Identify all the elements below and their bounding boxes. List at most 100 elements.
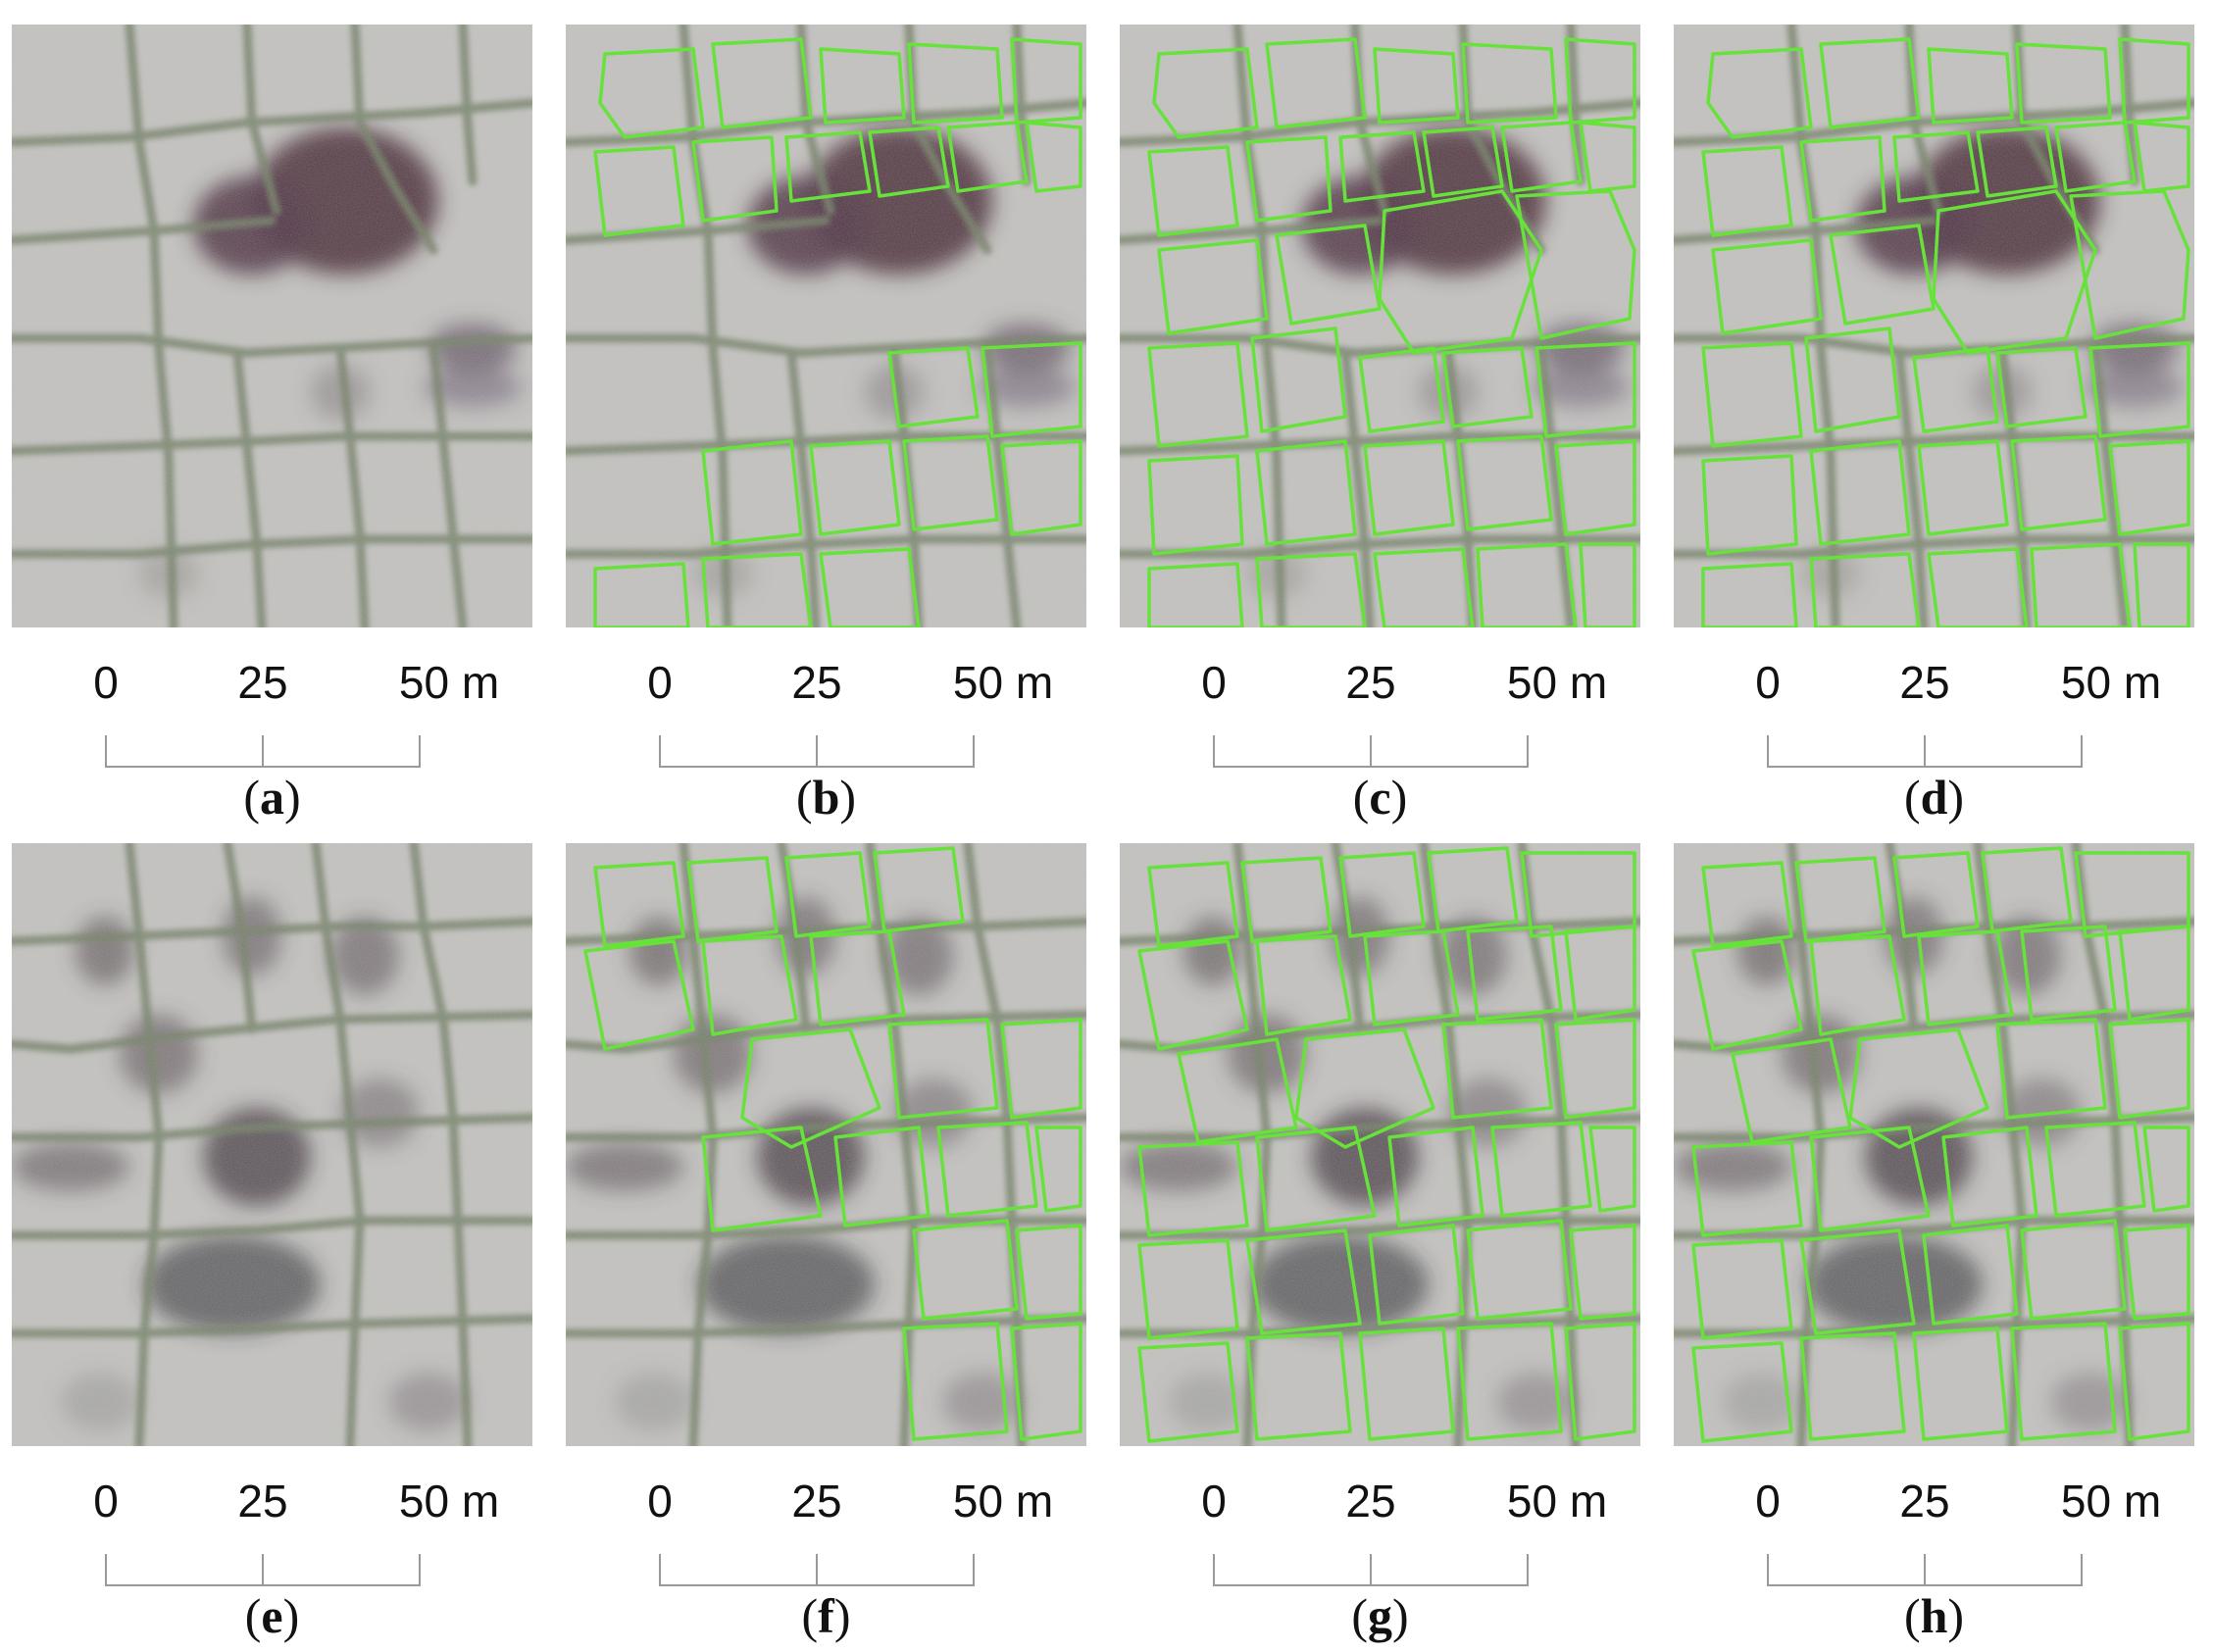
- photo-frame: [12, 25, 532, 627]
- detected-polygon-outline: [1917, 439, 2009, 536]
- detected-polygon-outline: [1691, 1341, 1793, 1443]
- detected-polygon-outline: [1701, 145, 1793, 237]
- detected-polygon-outline: [1794, 856, 1886, 943]
- caption-letter: d: [1920, 770, 1948, 825]
- detected-polygon-outline: [1010, 1322, 1082, 1441]
- scale-tick-label: 0: [1755, 657, 1781, 708]
- detected-polygon-outline: [1892, 851, 1980, 938]
- detected-polygon-outline: [1275, 224, 1382, 325]
- detected-polygon-outline: [1799, 1331, 1906, 1441]
- detected-polygon-outline: [2133, 542, 2190, 627]
- polygon-outlines: [1147, 37, 1636, 627]
- detected-polygon-outline: [1338, 130, 1426, 203]
- panel-g: 0 25 50 m (g): [1120, 843, 1640, 1643]
- detected-polygon-outline: [1441, 346, 1534, 428]
- detected-polygon-outline: [1490, 1121, 1592, 1218]
- detected-polygon-outline: [868, 125, 950, 198]
- scale-bar-line: [105, 735, 421, 768]
- detected-polygon-outline: [1711, 238, 1823, 335]
- photo-frame: [1120, 843, 1640, 1446]
- detected-polygon-outline: [912, 1219, 1019, 1321]
- detected-polygon-outline: [1255, 1126, 1377, 1232]
- photo-frame: [566, 843, 1086, 1446]
- detected-polygon-outline: [946, 121, 1029, 193]
- panel-a: 0 25 50 m (a): [12, 25, 532, 825]
- detected-polygon-outline: [1691, 1238, 1793, 1340]
- detected-polygon-outline: [2123, 1224, 2190, 1321]
- detected-polygon-outline: [1809, 439, 1911, 546]
- detected-polygon-outline: [1015, 1224, 1082, 1321]
- detected-polygon-outline: [1427, 846, 1519, 933]
- panel-d: 0 25 50 m (d): [1674, 25, 2194, 825]
- detected-polygon-outline: [1569, 1224, 1636, 1321]
- detected-polygon-outline: [1917, 929, 2014, 1026]
- caption-open-paren: (: [1903, 770, 1921, 825]
- detected-polygon-outline: [809, 929, 906, 1026]
- detected-polygon-outline: [1466, 1219, 1573, 1321]
- detected-polygon-outline: [1476, 542, 1578, 627]
- detected-polygon-outline: [1701, 454, 1798, 556]
- detected-polygon-outline: [1157, 238, 1269, 335]
- scale-bar: 0 25 50 m: [1674, 657, 2194, 814]
- caption-close-paren: ): [1947, 770, 1965, 825]
- detected-polygon-outline: [593, 562, 690, 627]
- detected-polygon-outline: [2010, 434, 2107, 531]
- caption-close-paren: ): [284, 770, 301, 825]
- panel-caption: (d): [1674, 770, 2194, 825]
- detected-polygon-outline: [2108, 439, 2190, 536]
- scale-bar: 0 25 50 m: [1120, 657, 1640, 814]
- scale-tick-label: 25: [237, 1476, 288, 1527]
- detected-polygon-outline: [701, 934, 798, 1036]
- detected-polygon-outline: [1848, 1027, 1989, 1149]
- detected-polygon-outline: [1250, 326, 1347, 433]
- detected-polygon-outline: [2142, 1126, 2190, 1213]
- detected-polygon-outline: [1010, 37, 1082, 125]
- scale-tick-label: 50 m: [1506, 1476, 1608, 1527]
- scale-tick-label: 25: [1345, 657, 1396, 708]
- detected-polygon-outline: [701, 552, 813, 627]
- detected-polygon-outline: [2088, 341, 2190, 438]
- detected-polygon-outline: [809, 439, 901, 536]
- polygon-outlines: [1701, 37, 2190, 627]
- scale-bar: 0 25 50 m: [566, 1476, 1086, 1632]
- caption-close-paren: ): [833, 1588, 851, 1643]
- detected-polygon-outline: [2010, 1322, 2117, 1441]
- panel-f: 0 25 50 m (f): [566, 843, 1086, 1643]
- caption-close-paren: ): [839, 770, 857, 825]
- detected-polygon-outline: [711, 37, 813, 129]
- detected-polygon-outline: [2015, 42, 2112, 125]
- detected-polygon-outline: [1147, 341, 1249, 448]
- detected-polygon-outline: [1152, 47, 1259, 139]
- detected-polygon-outline: [1500, 121, 1583, 193]
- detected-polygon-outline: [1373, 547, 1475, 627]
- detected-polygon-outline: [2044, 1121, 2146, 1218]
- panel-b: 0 25 50 m (b): [566, 25, 1086, 825]
- panel-caption: (a): [12, 770, 532, 825]
- detected-polygon-outline: [1564, 37, 1636, 125]
- aerial-photo-d: [1674, 25, 2194, 627]
- detected-polygon-outline: [1461, 42, 1558, 125]
- detected-polygon-outline: [1378, 189, 1543, 355]
- panel-caption: (e): [12, 1588, 532, 1643]
- scale-bar-line: [1767, 1554, 2083, 1586]
- scale-tick-label: 25: [791, 657, 842, 708]
- detected-polygon-outline: [819, 47, 906, 125]
- detected-polygon-outline: [1922, 1224, 2019, 1326]
- photo-frame: [566, 25, 1086, 627]
- detected-polygon-outline: [593, 861, 685, 948]
- detected-polygon-outline: [1912, 346, 1999, 433]
- detected-polygon-outline: [691, 135, 779, 223]
- scale-tick-label: 0: [647, 657, 673, 708]
- scale-tick-label: 0: [93, 1476, 119, 1527]
- detected-polygon-outline: [1809, 1126, 1931, 1232]
- detected-polygon-outline: [907, 42, 1004, 125]
- caption-letter: a: [260, 770, 284, 825]
- detected-polygon-outline: [1137, 1238, 1239, 1340]
- detected-polygon-outline: [2118, 925, 2190, 1022]
- caption-letter: c: [1369, 770, 1391, 825]
- detected-polygon-outline: [1892, 130, 1980, 203]
- detected-polygon-outline: [1255, 934, 1352, 1036]
- polygon-outlines: [583, 846, 1082, 1441]
- scale-tick-label: 25: [791, 1476, 842, 1527]
- detected-polygon-outline: [902, 1322, 1009, 1441]
